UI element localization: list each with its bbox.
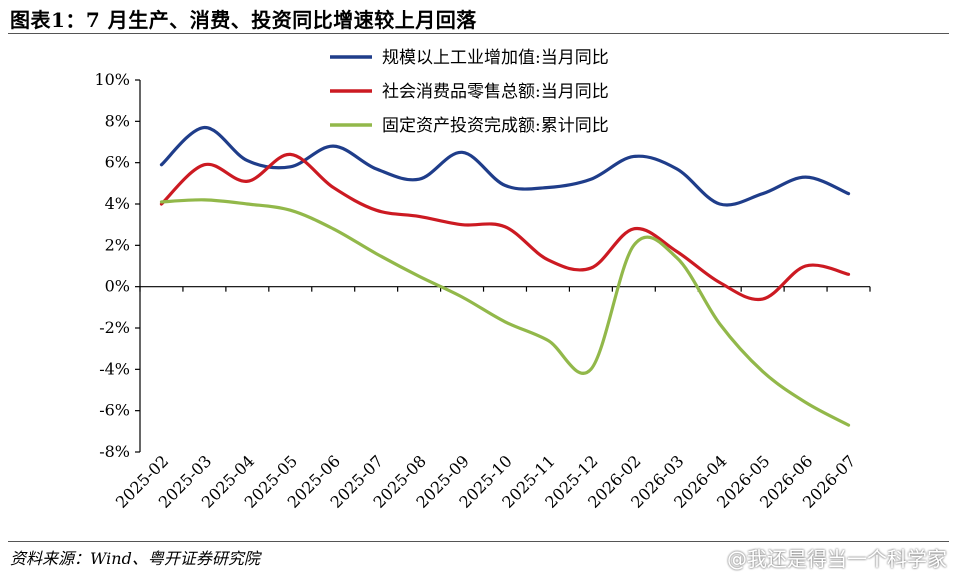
- series-3-point: [203, 198, 206, 201]
- series-2-point: [804, 265, 807, 268]
- series-1-point: [718, 203, 721, 206]
- y-tick-label: 6%: [105, 153, 130, 172]
- series-3-point: [246, 203, 249, 206]
- legend-label-2: 社会消费品零售总额:当月同比: [382, 82, 609, 102]
- y-tick-label: -2%: [99, 318, 130, 337]
- series-layer: [159, 125, 851, 427]
- series-1-point: [632, 155, 635, 158]
- legend-label-1: 规模以上工业增加值:当月同比: [382, 48, 609, 68]
- series-2-point: [847, 273, 850, 276]
- series-3-point: [718, 322, 721, 325]
- series-1-point: [289, 165, 292, 168]
- series-2-point: [461, 223, 464, 226]
- series-2-point: [332, 186, 335, 189]
- series-1-point: [332, 145, 335, 148]
- series-2-point: [546, 258, 549, 261]
- title-divider: [8, 33, 949, 34]
- series-2-point: [718, 281, 721, 284]
- chart-title: 图表1：7 月生产、消费、投资同比增速较上月回落: [10, 8, 477, 32]
- series-1-point: [761, 192, 764, 195]
- y-tick-label: -4%: [99, 359, 130, 378]
- series-1-point: [160, 163, 163, 166]
- series-3-point: [160, 200, 163, 203]
- series-1-point: [504, 184, 507, 187]
- series-2-point: [761, 298, 764, 301]
- series-3-point: [289, 209, 292, 212]
- series-1-point: [847, 192, 850, 195]
- series-3-point: [418, 275, 421, 278]
- series-1-point: [589, 178, 592, 181]
- series-3-point: [675, 256, 678, 259]
- series-3-point: [461, 296, 464, 299]
- y-tick-label: 10%: [94, 70, 130, 89]
- series-2-point: [375, 209, 378, 212]
- series-1-point: [546, 186, 549, 189]
- series-3-point: [332, 227, 335, 230]
- series-1-point: [418, 178, 421, 181]
- source-divider: [8, 541, 949, 542]
- series-1-point: [203, 126, 206, 129]
- chart-axes: -8%-6%-4%-2%0%2%4%6%8%10%2025-022025-032…: [94, 70, 871, 512]
- series-3-point: [804, 401, 807, 404]
- series-2-point: [203, 163, 206, 166]
- series-3-point: [847, 424, 850, 427]
- legend-label-3: 固定资产投资完成额:累计同比: [382, 116, 609, 136]
- series-1-point: [246, 159, 249, 162]
- series-3-point: [761, 370, 764, 373]
- series-line-1: [159, 125, 851, 207]
- y-tick-label: -6%: [99, 401, 130, 420]
- series-2-point: [589, 267, 592, 270]
- series-line-3: [159, 198, 851, 427]
- series-3-point: [546, 339, 549, 342]
- y-tick-label: 8%: [105, 111, 130, 130]
- series-2-point: [289, 153, 292, 156]
- y-tick-label: 0%: [105, 277, 130, 296]
- y-tick-label: 4%: [105, 194, 130, 213]
- series-2-point: [418, 215, 421, 218]
- series-line-2: [159, 152, 851, 302]
- series-3-point: [504, 320, 507, 323]
- series-2-point: [504, 225, 507, 228]
- series-2-point: [675, 250, 678, 253]
- series-1-point: [461, 151, 464, 154]
- series-1-point: [375, 167, 378, 170]
- chart-legend: 规模以上工业增加值:当月同比社会消费品零售总额:当月同比固定资产投资完成额:累计…: [330, 48, 609, 136]
- y-tick-label: -8%: [99, 442, 130, 461]
- series-2-point: [246, 180, 249, 183]
- series-3-point: [589, 368, 592, 371]
- y-tick-label: 2%: [105, 235, 130, 254]
- source-note: 资料来源：Wind、粤开证券研究院: [10, 549, 260, 568]
- series-3-point: [632, 244, 635, 247]
- series-2-point: [632, 227, 635, 230]
- series-1-point: [804, 176, 807, 179]
- watermark: @我还是得当一个科学家: [727, 547, 947, 571]
- series-3-point: [375, 252, 378, 255]
- series-1-point: [675, 167, 678, 170]
